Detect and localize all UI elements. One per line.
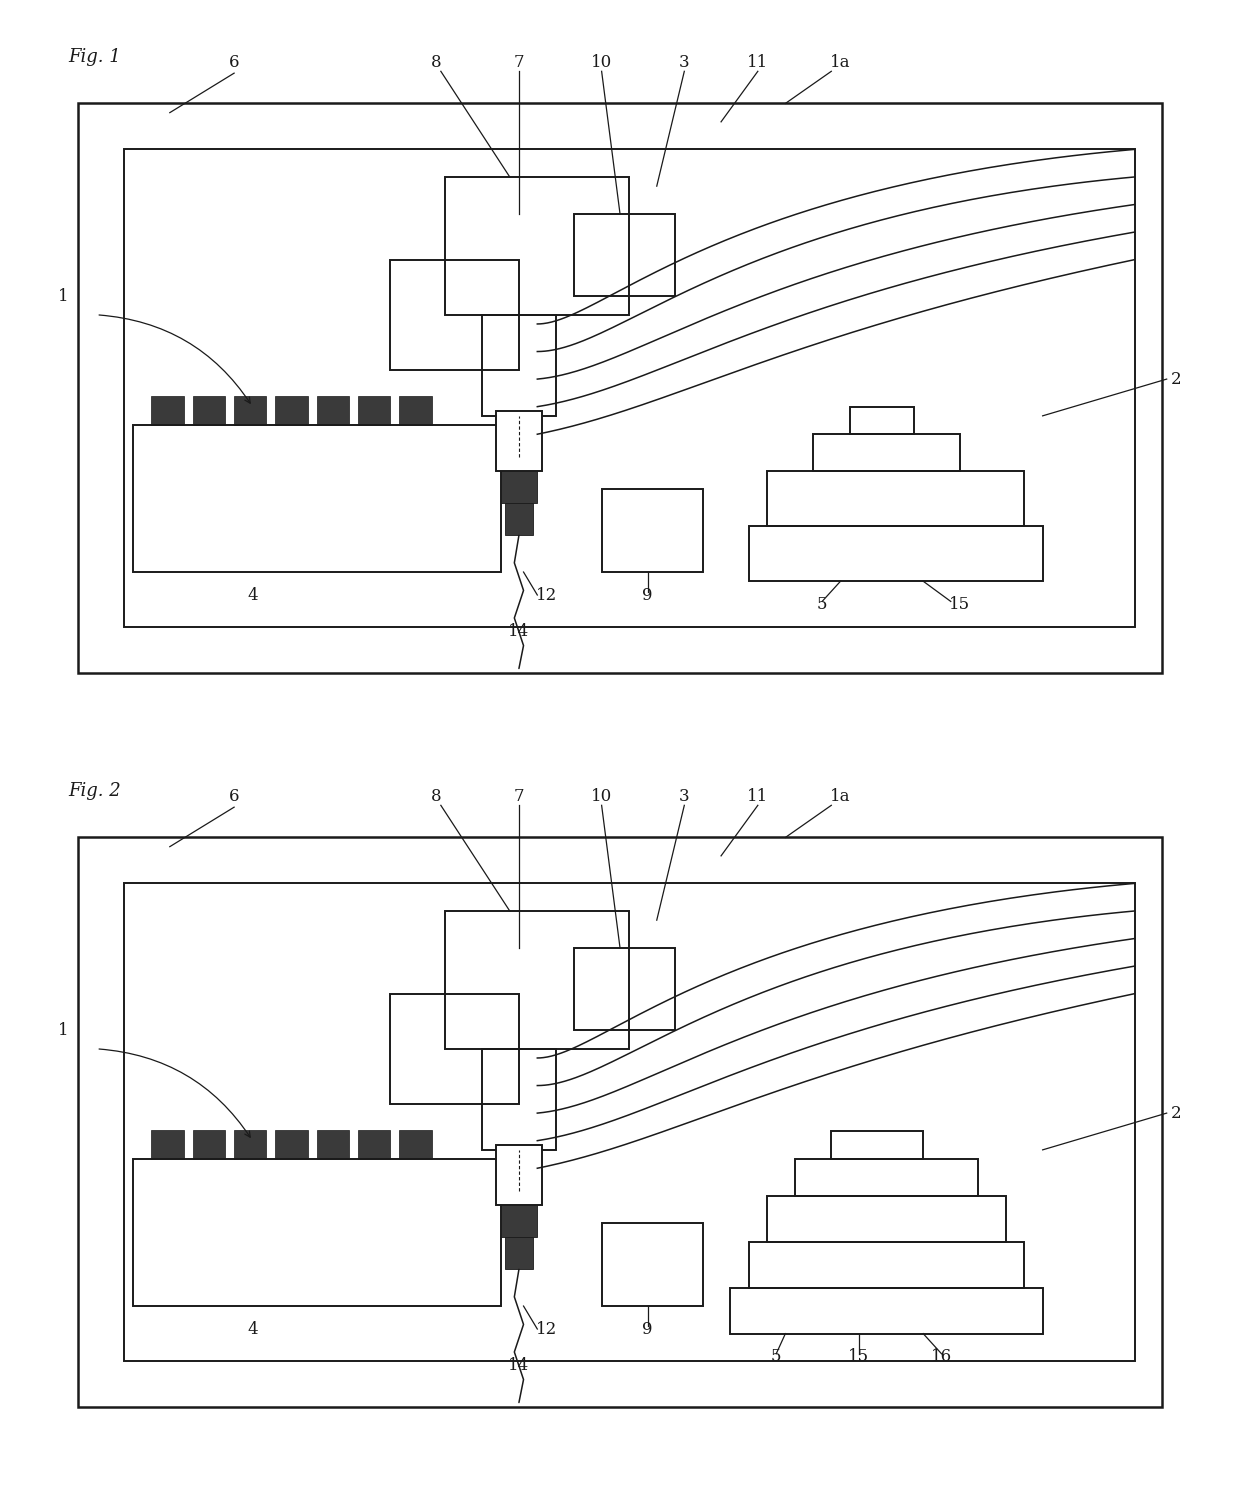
Text: 7: 7 — [513, 54, 525, 70]
Text: 1: 1 — [58, 288, 68, 306]
Bar — [496, 1146, 542, 1204]
Bar — [849, 406, 914, 434]
Bar — [124, 884, 1135, 1362]
Bar — [749, 1242, 1024, 1288]
Text: 3: 3 — [680, 54, 689, 70]
Text: 15: 15 — [848, 1348, 869, 1365]
Bar — [151, 395, 184, 425]
Bar — [601, 490, 703, 572]
Bar — [124, 150, 1135, 628]
Bar — [749, 526, 1043, 581]
Bar — [151, 1129, 184, 1159]
Text: 5: 5 — [771, 1348, 781, 1365]
FancyArrowPatch shape — [99, 315, 250, 403]
Bar — [445, 911, 629, 1049]
Text: 12: 12 — [536, 587, 557, 604]
Text: 6: 6 — [229, 788, 239, 804]
Bar — [501, 470, 537, 503]
Text: 9: 9 — [642, 587, 652, 604]
Bar — [730, 1288, 1043, 1333]
Bar — [358, 1129, 391, 1159]
Text: 3: 3 — [680, 788, 689, 804]
Bar — [133, 1159, 501, 1306]
Bar — [234, 1129, 267, 1159]
Text: 1a: 1a — [831, 54, 851, 70]
Bar — [831, 1131, 924, 1159]
Bar — [192, 1129, 224, 1159]
Bar — [78, 837, 1162, 1407]
Text: 2: 2 — [1172, 1104, 1182, 1122]
Bar — [316, 395, 348, 425]
Bar — [445, 177, 629, 315]
Text: 5: 5 — [817, 596, 827, 613]
Text: 7: 7 — [513, 788, 525, 804]
Text: 4: 4 — [247, 1321, 258, 1338]
FancyArrowPatch shape — [99, 1049, 250, 1137]
Text: 10: 10 — [591, 788, 613, 804]
Bar — [501, 1204, 537, 1237]
Text: 11: 11 — [748, 54, 769, 70]
Bar — [482, 1049, 556, 1150]
Bar — [316, 1129, 348, 1159]
Bar — [234, 395, 267, 425]
Bar — [482, 315, 556, 416]
Text: Fig. 2: Fig. 2 — [68, 782, 122, 800]
Bar — [768, 470, 1024, 526]
Text: 1a: 1a — [831, 788, 851, 804]
Text: 14: 14 — [508, 1357, 529, 1374]
Bar — [795, 1159, 978, 1195]
Bar — [391, 993, 518, 1104]
Bar — [399, 1129, 432, 1159]
Bar — [496, 412, 542, 470]
Text: Fig. 1: Fig. 1 — [68, 48, 122, 66]
Text: 16: 16 — [931, 1348, 952, 1365]
Bar — [391, 259, 518, 370]
Text: 8: 8 — [432, 54, 441, 70]
Text: 9: 9 — [642, 1321, 652, 1338]
Bar — [275, 395, 308, 425]
Text: 12: 12 — [536, 1321, 557, 1338]
Text: 4: 4 — [247, 587, 258, 604]
Bar — [768, 1195, 1006, 1242]
Bar — [275, 1129, 308, 1159]
Text: 2: 2 — [1172, 370, 1182, 388]
Bar — [133, 425, 501, 572]
Bar — [78, 103, 1162, 673]
Bar — [505, 503, 533, 535]
Text: 14: 14 — [508, 623, 529, 640]
Bar — [813, 434, 960, 470]
Bar — [192, 395, 224, 425]
Text: 1: 1 — [58, 1022, 68, 1040]
Text: 15: 15 — [950, 596, 971, 613]
Bar — [505, 1237, 533, 1269]
Bar — [574, 214, 675, 297]
Bar — [574, 948, 675, 1031]
Text: 11: 11 — [748, 788, 769, 804]
Bar — [601, 1224, 703, 1306]
Text: 6: 6 — [229, 54, 239, 70]
Bar — [399, 395, 432, 425]
Text: 10: 10 — [591, 54, 613, 70]
Text: 8: 8 — [432, 788, 441, 804]
Bar — [358, 395, 391, 425]
